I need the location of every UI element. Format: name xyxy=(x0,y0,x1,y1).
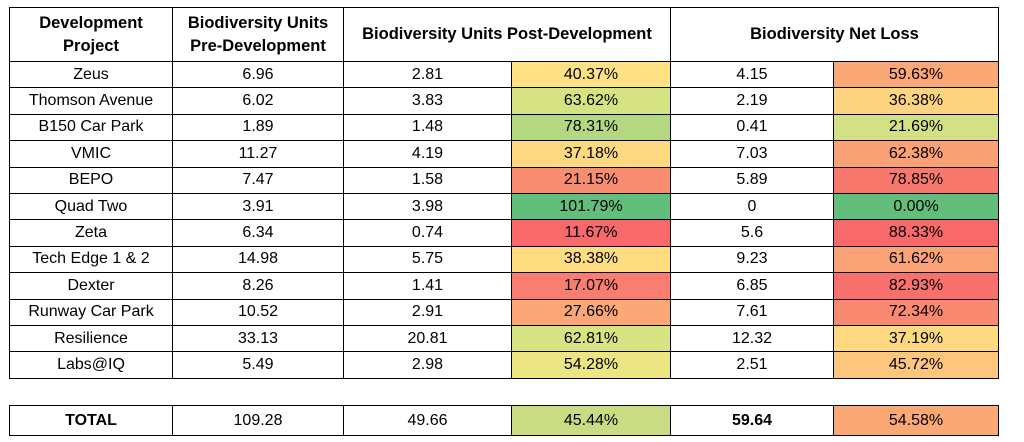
total-loss-pct: 54.58% xyxy=(833,405,999,436)
cell-project: VMIC xyxy=(9,140,173,168)
cell-loss-pct: 72.34% xyxy=(833,298,999,326)
cell-loss-pct: 61.62% xyxy=(833,245,999,274)
cell-loss: 2.19 xyxy=(670,87,834,115)
cell-post-pct: 40.37% xyxy=(511,60,671,89)
table-row: Resilience 33.13 20.81 62.81% 12.32 37.19% xyxy=(9,324,999,353)
cell-pre: 1.89 xyxy=(172,113,344,142)
biodiversity-table: Development Project Biodiversity Units P… xyxy=(9,7,999,379)
cell-loss-pct: 0.00% xyxy=(833,192,999,221)
table-row: Quad Two 3.91 3.98 101.79% 0 0.00% xyxy=(9,192,999,221)
cell-post-pct: 27.66% xyxy=(511,298,671,326)
cell-loss-pct: 36.38% xyxy=(833,87,999,115)
cell-loss-pct: 82.93% xyxy=(833,272,999,300)
cell-loss-pct: 37.19% xyxy=(833,324,999,353)
cell-post-pct: 11.67% xyxy=(511,219,671,247)
header-project: Development Project xyxy=(9,7,173,62)
table-row: Labs@IQ 5.49 2.98 54.28% 2.51 45.72% xyxy=(9,351,999,379)
cell-loss-pct: 62.38% xyxy=(833,140,999,168)
cell-project: Quad Two xyxy=(9,192,173,221)
cell-post: 2.81 xyxy=(343,60,512,89)
cell-post-pct: 101.79% xyxy=(511,192,671,221)
cell-project: Zeta xyxy=(9,219,173,247)
table-row: Zeta 6.34 0.74 11.67% 5.6 88.33% xyxy=(9,219,999,247)
cell-loss-pct: 21.69% xyxy=(833,113,999,142)
cell-pre: 6.34 xyxy=(172,219,344,247)
cell-post: 5.75 xyxy=(343,245,512,274)
cell-pre: 11.27 xyxy=(172,140,344,168)
header-pre-development: Biodiversity Units Pre-Development xyxy=(172,7,344,62)
cell-loss: 0 xyxy=(670,192,834,221)
table-body: Zeus 6.96 2.81 40.37% 4.15 59.63% Thomson Aven… xyxy=(9,60,999,379)
cell-loss: 6.85 xyxy=(670,272,834,300)
cell-project: Tech Edge 1 & 2 xyxy=(9,245,173,274)
cell-project: Labs@IQ xyxy=(9,351,173,379)
cell-post: 3.98 xyxy=(343,192,512,221)
cell-post: 0.74 xyxy=(343,219,512,247)
cell-post-pct: 62.81% xyxy=(511,324,671,353)
total-post-pct: 45.44% xyxy=(511,405,671,436)
total-label: TOTAL xyxy=(9,405,173,436)
cell-loss: 12.32 xyxy=(670,324,834,353)
cell-post-pct: 21.15% xyxy=(511,166,671,194)
table-row: Thomson Avenue 6.02 3.83 63.62% 2.19 36.38% xyxy=(9,87,999,115)
cell-loss: 7.61 xyxy=(670,298,834,326)
header-post-development: Biodiversity Units Post-Development xyxy=(343,7,671,62)
cell-project: Thomson Avenue xyxy=(9,87,173,115)
total-row: TOTAL 109.28 49.66 45.44% 59.64 54.58% xyxy=(9,405,999,436)
cell-project: Resilience xyxy=(9,324,173,353)
cell-loss-pct: 78.85% xyxy=(833,166,999,194)
cell-post: 1.58 xyxy=(343,166,512,194)
cell-loss: 5.89 xyxy=(670,166,834,194)
cell-post: 1.41 xyxy=(343,272,512,300)
total-pre: 109.28 xyxy=(172,405,344,436)
cell-post: 3.83 xyxy=(343,87,512,115)
cell-pre: 8.26 xyxy=(172,272,344,300)
table-row: Runway Car Park 10.52 2.91 27.66% 7.61 72.34% xyxy=(9,298,999,326)
cell-pre: 6.96 xyxy=(172,60,344,89)
cell-post-pct: 63.62% xyxy=(511,87,671,115)
table-row: Tech Edge 1 & 2 14.98 5.75 38.38% 9.23 61.62% xyxy=(9,245,999,274)
cell-post: 4.19 xyxy=(343,140,512,168)
cell-loss: 4.15 xyxy=(670,60,834,89)
total-loss: 59.64 xyxy=(670,405,834,436)
cell-loss-pct: 88.33% xyxy=(833,219,999,247)
cell-loss: 2.51 xyxy=(670,351,834,379)
cell-loss-pct: 45.72% xyxy=(833,351,999,379)
table-row: BEPO 7.47 1.58 21.15% 5.89 78.85% xyxy=(9,166,999,194)
cell-post: 2.91 xyxy=(343,298,512,326)
cell-pre: 6.02 xyxy=(172,87,344,115)
cell-post: 1.48 xyxy=(343,113,512,142)
cell-post: 2.98 xyxy=(343,351,512,379)
cell-post: 20.81 xyxy=(343,324,512,353)
cell-pre: 7.47 xyxy=(172,166,344,194)
cell-pre: 3.91 xyxy=(172,192,344,221)
cell-project: Zeus xyxy=(9,60,173,89)
cell-loss: 9.23 xyxy=(670,245,834,274)
cell-project: B150 Car Park xyxy=(9,113,173,142)
cell-post-pct: 54.28% xyxy=(511,351,671,379)
cell-post-pct: 78.31% xyxy=(511,113,671,142)
cell-loss: 0.41 xyxy=(670,113,834,142)
table-row: Zeus 6.96 2.81 40.37% 4.15 59.63% xyxy=(9,60,999,89)
cell-pre: 5.49 xyxy=(172,351,344,379)
table-row: B150 Car Park 1.89 1.48 78.31% 0.41 21.69% xyxy=(9,113,999,142)
total-post: 49.66 xyxy=(343,405,512,436)
cell-post-pct: 37.18% xyxy=(511,140,671,168)
cell-pre: 10.52 xyxy=(172,298,344,326)
cell-post-pct: 38.38% xyxy=(511,245,671,274)
cell-project: Runway Car Park xyxy=(9,298,173,326)
cell-loss: 5.6 xyxy=(670,219,834,247)
cell-pre: 14.98 xyxy=(172,245,344,274)
cell-project: BEPO xyxy=(9,166,173,194)
header-net-loss: Biodiversity Net Loss xyxy=(670,7,999,62)
cell-post-pct: 17.07% xyxy=(511,272,671,300)
cell-pre: 33.13 xyxy=(172,324,344,353)
table-row: VMIC 11.27 4.19 37.18% 7.03 62.38% xyxy=(9,140,999,168)
header-row: Development Project Biodiversity Units P… xyxy=(9,7,999,62)
cell-loss: 7.03 xyxy=(670,140,834,168)
table-row: Dexter 8.26 1.41 17.07% 6.85 82.93% xyxy=(9,272,999,300)
total-table: TOTAL 109.28 49.66 45.44% 59.64 54.58% xyxy=(9,405,999,436)
cell-loss-pct: 59.63% xyxy=(833,60,999,89)
cell-project: Dexter xyxy=(9,272,173,300)
